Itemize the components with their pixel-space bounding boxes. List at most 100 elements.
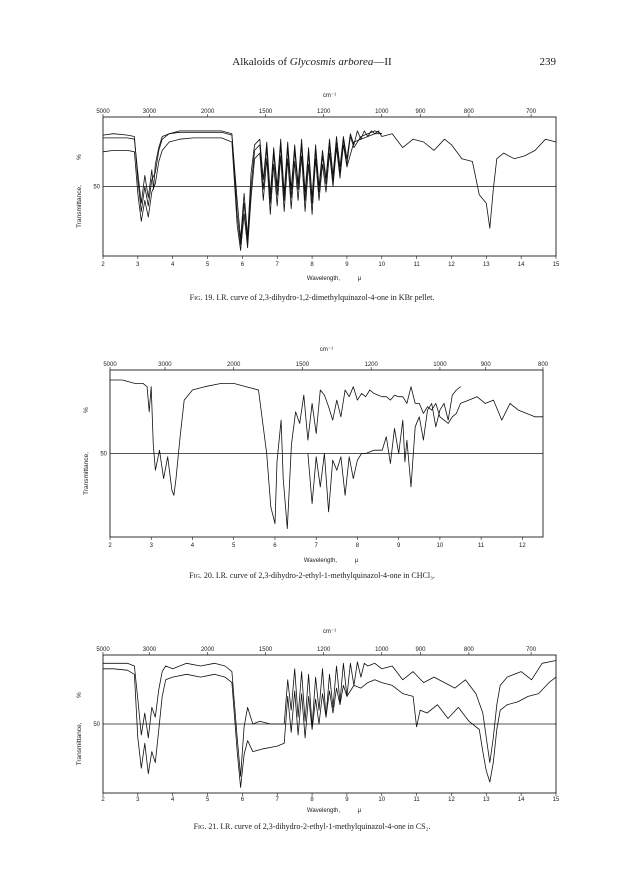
x-tick-label: 8: [310, 797, 314, 803]
spectrum-curve-3: [102, 133, 382, 251]
x-tick-label: 12: [519, 543, 526, 549]
top-axis-label: cm⁻¹: [320, 347, 333, 353]
title-prefix: Alkaloids of: [232, 56, 290, 68]
running-title: Alkaloids of Glycosmis arborea—II: [0, 56, 624, 68]
ir-chart-20: 50 2 3 4 5 6 7 8 9 10 11 12 5000 3000 2000 1500 1200 1000…: [83, 347, 549, 564]
top-tick-label: 2000: [201, 109, 215, 115]
x-tick-label: 3: [136, 262, 140, 268]
top-tick-label: 1200: [317, 109, 331, 115]
top-tick-label: 1000: [433, 362, 447, 368]
x-axis-label: Wavelength,: [304, 558, 337, 564]
top-tick-label: 900: [415, 647, 426, 653]
top-tick-label: 3000: [158, 362, 172, 368]
top-tick-label: 1500: [259, 647, 273, 653]
top-tick-label: 2000: [201, 647, 215, 653]
y-axis-unit: %: [76, 692, 83, 698]
x-tick-label: 10: [378, 797, 385, 803]
y-ref-label: 50: [93, 185, 100, 191]
figure-20-caption: Fig. 20. I.R. curve of 2,3-dihydro-2-eth…: [0, 571, 624, 580]
figure-19-label: Fig. 19.: [189, 293, 215, 302]
top-tick-label: 5000: [96, 109, 110, 115]
x-tick-label: 14: [518, 797, 525, 803]
x-tick-label: 5: [206, 797, 210, 803]
x-tick-label: 2: [101, 262, 105, 268]
figure-19-caption: Fig. 19. I.R. curve of 2,3-dihydro-1,2-d…: [0, 293, 624, 302]
top-tick-label: 800: [464, 647, 475, 653]
x-tick-label: 2: [101, 797, 105, 803]
figure-19: 50 2 3 4 5 6 7 8 9 10 11 12 13 14 15 5000 3000 2000 1500 12…: [0, 0, 624, 320]
figure-21-label: Fig. 21.: [193, 822, 219, 831]
y-axis-unit: %: [76, 154, 83, 160]
x-tick-label: 6: [241, 262, 245, 268]
x-tick-label: 4: [171, 262, 175, 268]
x-tick-label: 7: [315, 543, 319, 549]
figure-20: 50 2 3 4 5 6 7 8 9 10 11 12 5000 3000 2000 1500 1200 1000…: [0, 347, 624, 580]
title-suffix: —II: [373, 56, 392, 68]
figure-21-caption: Fig. 21. I.R. curve of 2,3-dihydro-2-eth…: [0, 822, 624, 831]
x-tick-label: 11: [478, 543, 485, 549]
x-tick-label: 14: [518, 262, 525, 268]
x-tick-label: 8: [356, 543, 360, 549]
spectrum-curve-1: [110, 379, 543, 529]
top-tick-label: 1500: [259, 109, 273, 115]
x-tick-label: 6: [273, 543, 277, 549]
x-tick-label: 2: [108, 543, 112, 549]
top-tick-label: 900: [415, 109, 426, 115]
top-tick-label: 3000: [143, 647, 157, 653]
spectrum-curve-2: [103, 668, 557, 788]
x-tick-label: 10: [437, 543, 444, 549]
figure-20-caption-text: I.R. curve of 2,3-dihydro-2-ethyl-1-meth…: [213, 571, 435, 580]
x-tick-label: 11: [413, 262, 420, 268]
top-tick-label: 900: [481, 362, 492, 368]
x-axis-unit: μ: [358, 276, 362, 282]
top-tick-label: 1200: [364, 362, 378, 368]
x-tick-label: 12: [448, 262, 455, 268]
top-tick-label: 800: [538, 362, 549, 368]
y-ref-label: 50: [93, 722, 100, 728]
spectrum-curve-1: [103, 660, 557, 777]
top-tick-label: 5000: [96, 647, 110, 653]
top-axis-label: cm⁻¹: [323, 629, 336, 635]
x-tick-label: 4: [191, 543, 195, 549]
figure-21-caption-text: I.R. curve of 2,3-dihydro-2-ethyl-1-meth…: [218, 822, 431, 831]
x-tick-label: 4: [171, 797, 175, 803]
spectrum-curve-2: [102, 130, 382, 246]
figure-19-caption-text: I.R. curve of 2,3-dihydro-1,2-dimethylqu…: [214, 293, 435, 302]
top-tick-label: 1000: [375, 647, 389, 653]
top-tick-label: 1000: [375, 109, 389, 115]
x-tick-label: 12: [448, 797, 455, 803]
y-axis-label: Transmittance,: [76, 185, 83, 228]
top-tick-label: 1200: [317, 647, 331, 653]
x-tick-label: 5: [232, 543, 236, 549]
y-axis-label: Transmittance,: [76, 722, 83, 765]
x-tick-label: 15: [553, 262, 560, 268]
y-axis-unit: %: [83, 407, 90, 413]
spectrum-curve-2: [307, 386, 461, 513]
x-axis-label: Wavelength,: [307, 276, 340, 282]
top-tick-label: 800: [464, 109, 475, 115]
top-tick-label: 3000: [143, 109, 157, 115]
x-tick-label: 3: [150, 543, 154, 549]
top-tick-label: 1500: [296, 362, 310, 368]
x-tick-label: 5: [206, 262, 210, 268]
x-tick-label: 13: [483, 797, 490, 803]
title-italic: Glycosmis arborea: [289, 56, 374, 68]
top-tick-label: 700: [526, 109, 537, 115]
x-tick-label: 9: [345, 262, 349, 268]
x-tick-label: 7: [276, 262, 280, 268]
x-axis-label: Wavelength,: [307, 808, 340, 814]
x-tick-label: 13: [483, 262, 490, 268]
y-axis-label: Transmittance,: [83, 452, 90, 495]
figure-20-label: Fig. 20.: [189, 571, 214, 580]
top-axis-label: cm⁻¹: [323, 93, 336, 99]
ir-chart-19: 50 2 3 4 5 6 7 8 9 10 11 12 13 14 15 5000 3000 2000 1500 12…: [76, 93, 560, 282]
x-axis-unit: μ: [358, 808, 362, 814]
page-number: 239: [539, 56, 557, 68]
top-tick-label: 700: [526, 647, 537, 653]
x-tick-label: 6: [241, 797, 245, 803]
x-tick-label: 3: [136, 797, 140, 803]
x-tick-label: 9: [397, 543, 401, 549]
y-ref-label: 50: [100, 452, 107, 458]
running-head: Alkaloids of Glycosmis arborea—II 239: [0, 56, 624, 74]
